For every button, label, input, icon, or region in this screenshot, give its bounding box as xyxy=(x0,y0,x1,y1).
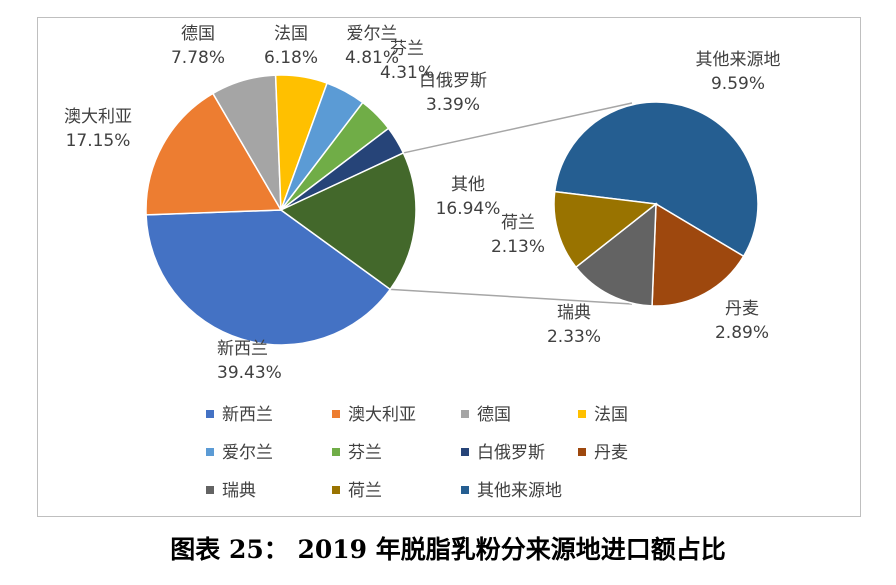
legend-label: 白俄罗斯 xyxy=(477,443,545,463)
sub-slice-2 xyxy=(574,202,657,307)
legend-item: 澳大利亚 xyxy=(332,405,416,425)
data-label-value: 2.33% xyxy=(547,327,601,347)
legend-swatch xyxy=(332,486,340,494)
legend-swatch xyxy=(461,410,469,418)
legend-label: 爱尔兰 xyxy=(222,443,273,463)
legend-item: 白俄罗斯 xyxy=(461,443,545,463)
data-label-name: 澳大利亚 xyxy=(64,107,132,127)
legend-label: 德国 xyxy=(477,405,511,425)
slice-0 xyxy=(145,209,392,346)
legend-item: 德国 xyxy=(461,405,511,425)
data-label-value: 7.78% xyxy=(171,48,225,68)
legend-label: 丹麦 xyxy=(594,443,628,463)
connector-line-top xyxy=(403,102,633,154)
legend-swatch xyxy=(461,448,469,456)
legend-item: 爱尔兰 xyxy=(206,443,273,463)
legend-item: 新西兰 xyxy=(206,405,273,425)
legend-item: 荷兰 xyxy=(332,481,382,501)
pie-of-pie-chart: 新西兰 39.43% 澳大利亚 17.15% 德国 7.78% 法国 6.18% 爱尔兰 4.81… xyxy=(64,24,781,501)
data-label-value: 4.31% xyxy=(380,63,434,83)
legend-item: 瑞典 xyxy=(206,481,256,501)
legend-item: 丹麦 xyxy=(578,443,628,463)
data-label-value: 2.13% xyxy=(491,237,545,257)
figure-caption: 图表 25： 2019 年脱脂乳粉分来源地进口额占比 xyxy=(170,535,726,564)
legend-swatch xyxy=(578,410,586,418)
legend-label: 法国 xyxy=(594,405,628,425)
legend-label: 其他来源地 xyxy=(477,481,562,501)
data-label-name: 芬兰 xyxy=(390,39,424,59)
legend-label: 新西兰 xyxy=(222,405,273,425)
legend-label: 澳大利亚 xyxy=(348,405,416,425)
sub-slice-3 xyxy=(553,190,658,269)
data-label-value: 4.81% xyxy=(345,48,399,68)
data-label-name: 白俄罗斯 xyxy=(419,71,487,91)
data-label-name: 丹麦 xyxy=(725,299,759,319)
legend-label: 瑞典 xyxy=(222,481,256,501)
sub-slice-0 xyxy=(553,101,759,258)
legend-swatch xyxy=(206,448,214,456)
legend-swatch xyxy=(332,448,340,456)
data-label-value: 2.89% xyxy=(715,323,769,343)
data-label-value: 39.43% xyxy=(217,363,282,383)
data-label-name: 其他来源地 xyxy=(696,50,781,70)
data-label-name: 爱尔兰 xyxy=(347,24,398,44)
data-label-value: 6.18% xyxy=(264,48,318,68)
data-label-value: 16.94% xyxy=(436,199,501,219)
legend-item: 其他来源地 xyxy=(461,481,562,501)
sub-slice-1 xyxy=(651,202,745,307)
connector-line-bottom xyxy=(390,288,633,305)
legend-label: 芬兰 xyxy=(348,443,382,463)
data-label-name: 法国 xyxy=(274,24,308,44)
data-label-name: 新西兰 xyxy=(217,339,268,359)
legend-swatch xyxy=(578,448,586,456)
legend-item: 芬兰 xyxy=(332,443,382,463)
data-label-value: 3.39% xyxy=(426,95,480,115)
legend-item: 法国 xyxy=(578,405,628,425)
data-label-name: 其他 xyxy=(451,175,485,195)
legend-swatch xyxy=(461,486,469,494)
legend-swatch xyxy=(206,410,214,418)
data-label-value: 9.59% xyxy=(711,74,765,94)
data-label-name: 瑞典 xyxy=(557,303,591,323)
data-label-name: 荷兰 xyxy=(501,213,535,233)
data-label-name: 德国 xyxy=(181,24,215,44)
data-label-value: 17.15% xyxy=(66,131,131,151)
legend-swatch xyxy=(206,486,214,494)
slice-other xyxy=(279,151,417,291)
slice-1 xyxy=(145,92,283,216)
chart-frame: 新西兰 39.43% 澳大利亚 17.15% 德国 7.78% 法国 6.18% 爱尔兰 4.81… xyxy=(37,17,861,517)
legend-swatch xyxy=(332,410,340,418)
legend-label: 荷兰 xyxy=(348,481,382,501)
